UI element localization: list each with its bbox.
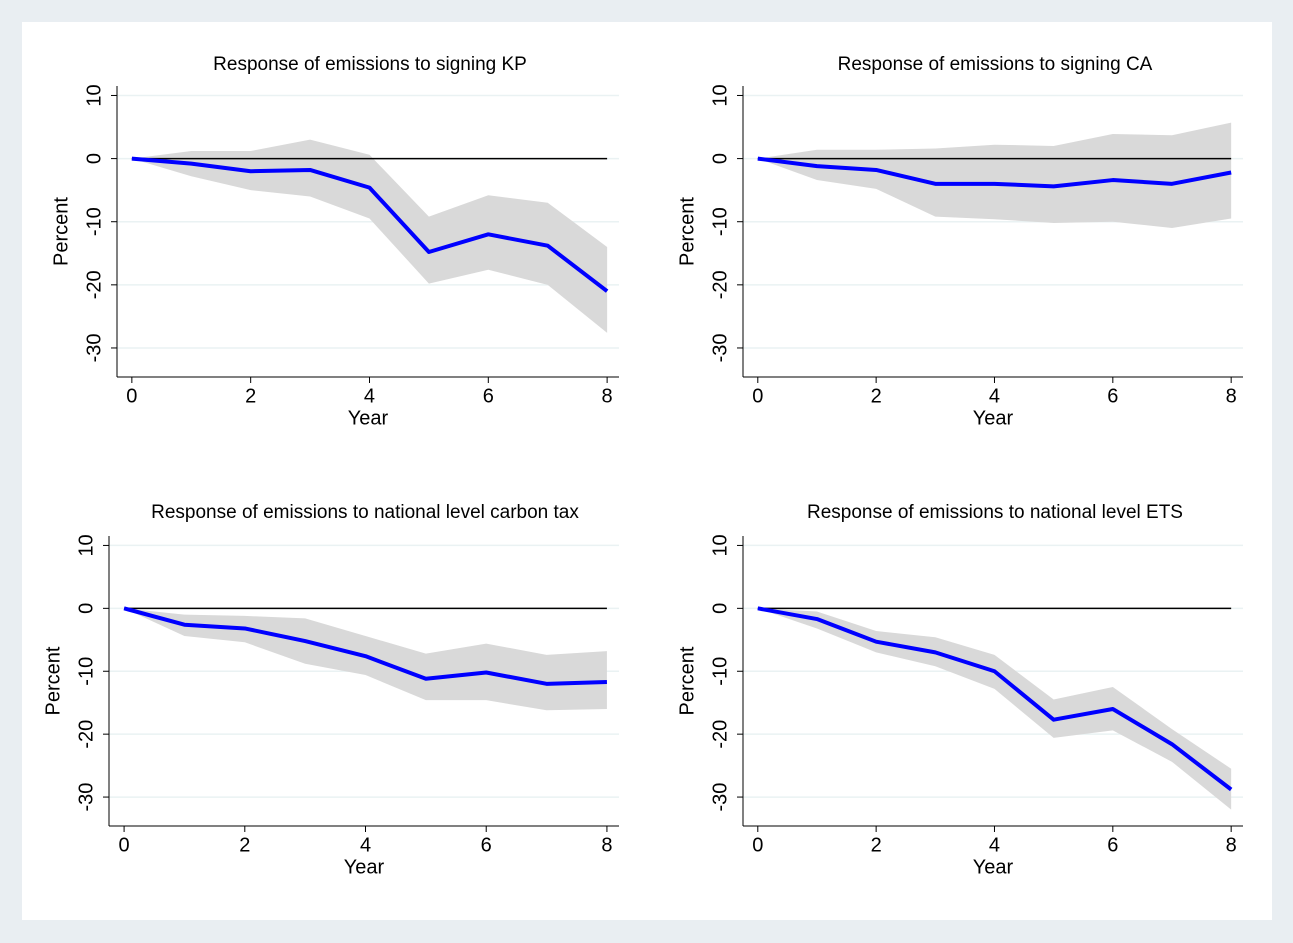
x-axis-label: Year bbox=[973, 856, 1014, 878]
y-tick-label: -10 bbox=[83, 207, 105, 236]
y-tick-label: -30 bbox=[75, 783, 97, 812]
y-tick-label: 0 bbox=[75, 603, 97, 614]
confidence-band bbox=[757, 122, 1232, 229]
x-tick-label: 2 bbox=[245, 385, 256, 407]
y-axis-label: Percent bbox=[676, 646, 698, 715]
y-tick-label: 10 bbox=[709, 84, 731, 106]
x-tick-label: 8 bbox=[601, 834, 612, 856]
y-tick-label: -30 bbox=[83, 334, 105, 363]
response-line bbox=[123, 606, 607, 686]
chart-title: Response of emissions to signing KP bbox=[213, 54, 527, 75]
x-axis-label: Year bbox=[348, 407, 389, 429]
x-tick-label: 8 bbox=[602, 385, 613, 407]
response-line bbox=[757, 606, 1233, 792]
y-tick-label: -30 bbox=[709, 334, 731, 363]
x-tick-label: 4 bbox=[360, 834, 371, 856]
y-axis-label: Percent bbox=[50, 197, 72, 266]
y-axis-label: Percent bbox=[676, 197, 698, 266]
x-tick-label: 0 bbox=[752, 385, 763, 407]
response-line bbox=[757, 156, 1232, 189]
x-tick-label: 6 bbox=[483, 385, 494, 407]
y-tick-label: -10 bbox=[75, 657, 97, 686]
y-tick-label: -20 bbox=[709, 270, 731, 299]
x-tick-label: 6 bbox=[1107, 834, 1118, 856]
y-tick-label: -20 bbox=[83, 270, 105, 299]
x-tick-label: 4 bbox=[989, 385, 1000, 407]
y-tick-label: -10 bbox=[709, 207, 731, 236]
y-tick-label: -20 bbox=[75, 720, 97, 749]
x-tick-label: 0 bbox=[126, 385, 137, 407]
y-tick-label: 10 bbox=[709, 534, 731, 556]
x-tick-label: 2 bbox=[871, 834, 882, 856]
y-tick-label: 0 bbox=[83, 153, 105, 164]
confidence-band bbox=[124, 608, 607, 711]
x-tick-label: 2 bbox=[239, 834, 250, 856]
y-tick-label: -20 bbox=[709, 720, 731, 749]
confidence-band bbox=[757, 608, 1232, 810]
x-tick-label: 8 bbox=[1226, 834, 1237, 856]
y-axis-label: Percent bbox=[42, 646, 64, 715]
confidence-band bbox=[131, 139, 608, 333]
x-tick-label: 6 bbox=[481, 834, 492, 856]
chart-title: Response of emissions to signing CA bbox=[838, 54, 1153, 75]
y-tick-label: 0 bbox=[709, 603, 731, 614]
y-tick-label: 0 bbox=[709, 153, 731, 164]
y-tick-label: -30 bbox=[709, 783, 731, 812]
x-tick-label: 4 bbox=[989, 834, 1000, 856]
x-tick-label: 4 bbox=[364, 385, 375, 407]
y-tick-label: 10 bbox=[75, 534, 97, 556]
x-tick-label: 0 bbox=[752, 834, 763, 856]
chart-title: Response of emissions to national level … bbox=[151, 502, 579, 523]
response-line bbox=[131, 156, 609, 293]
y-tick-label: -10 bbox=[709, 657, 731, 686]
x-tick-label: 6 bbox=[1107, 385, 1118, 407]
x-axis-label: Year bbox=[973, 407, 1014, 429]
x-axis-label: Year bbox=[344, 856, 385, 878]
x-tick-label: 8 bbox=[1226, 385, 1237, 407]
chart-title: Response of emissions to national level … bbox=[807, 502, 1183, 523]
y-tick-label: 10 bbox=[83, 84, 105, 106]
x-tick-label: 0 bbox=[119, 834, 130, 856]
x-tick-label: 2 bbox=[871, 385, 882, 407]
